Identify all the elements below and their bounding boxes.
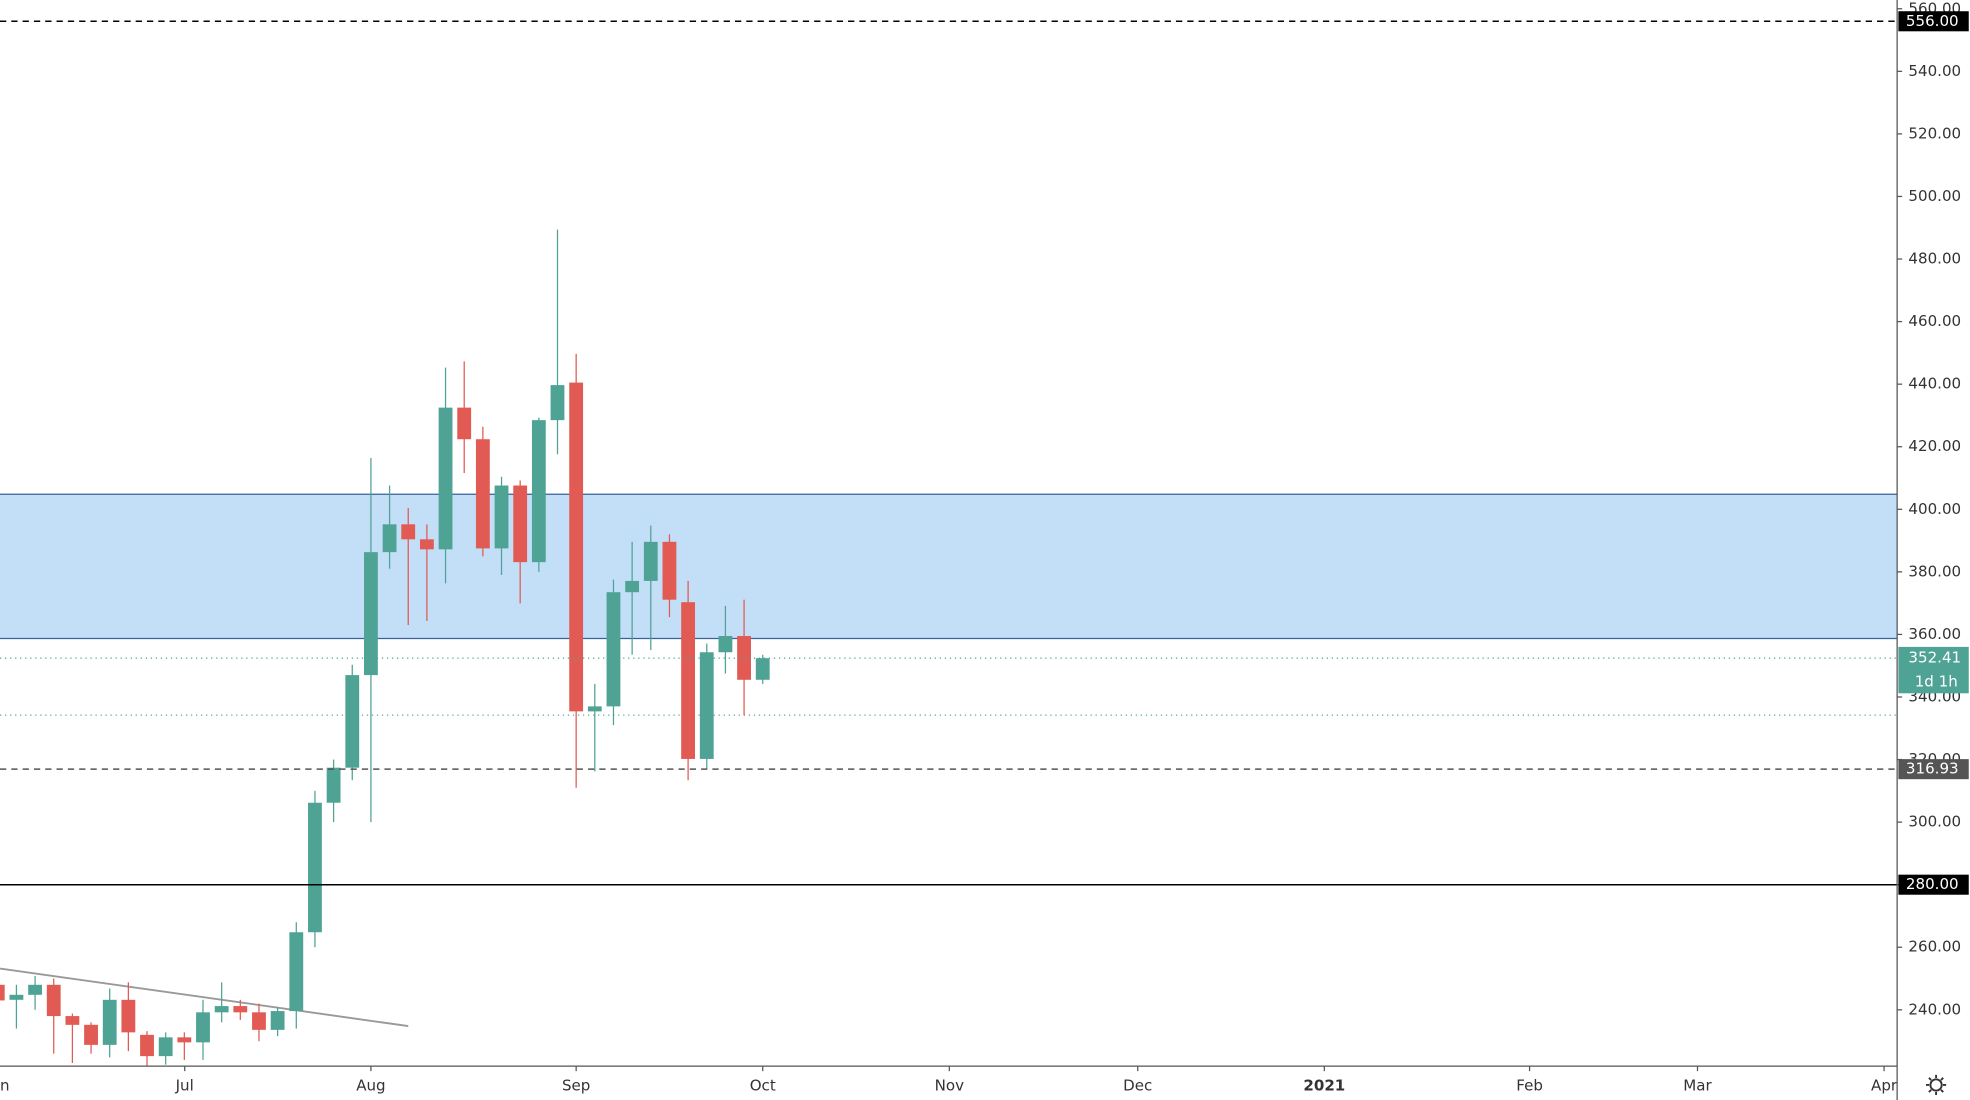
candle-body [475,439,490,549]
x-tick-label: Jun [0,1077,10,1095]
candle-body [699,652,714,759]
x-tick-label: Oct [750,1077,776,1095]
candle-body [718,635,733,653]
candle-body [121,999,136,1033]
x-tick-label: Jul [175,1077,194,1095]
price-label: 556.00 [1906,12,1959,30]
price-label: 316.93 [1906,760,1959,778]
candle-body [531,420,546,563]
x-tick-label: Dec [1123,1077,1152,1095]
price-label-box [1898,759,1969,780]
candle-body [494,485,509,549]
candle-body [102,999,117,1045]
x-tick-label: Feb [1516,1077,1543,1095]
last-price-box [1898,646,1969,694]
candle-body [401,524,416,540]
candle-body [457,407,472,440]
candle-body [270,1011,285,1030]
candle-body [755,658,770,680]
trendline [0,967,409,1028]
candle-body [65,1016,80,1025]
price-label-box [1898,874,1969,895]
x-tick-label: Sep [562,1077,590,1095]
candle-body [606,592,621,707]
candle-body [643,541,658,581]
candle-body [28,984,42,995]
y-tick-label: 300.00 [1908,813,1961,831]
candle-body [625,580,640,593]
candle-body [587,706,602,712]
countdown-label: 1d 1h [1915,673,1958,691]
candle-body [569,382,584,712]
y-tick-label: 480.00 [1908,250,1961,268]
candle-body [345,675,360,768]
y-tick-label: 260.00 [1908,938,1961,956]
candle-body [196,1012,210,1043]
y-tick-label: 520.00 [1908,124,1961,142]
candle-body [214,1006,229,1013]
candle-body [681,602,696,759]
y-tick-label: 500.00 [1908,187,1961,205]
plot-area [0,20,1898,1067]
x-tick-label: Apr [1871,1077,1898,1095]
candle-body [9,994,24,1000]
y-tick-label: 380.00 [1908,562,1961,580]
candle-body [513,485,528,563]
x-tick-label: Mar [1683,1077,1712,1095]
candle-body [84,1024,98,1045]
price-label-box [1898,11,1969,32]
last-price-label: 352.41 [1908,649,1961,667]
candle-body [140,1034,154,1057]
candle-body [177,1037,192,1043]
candle-body [158,1037,173,1057]
x-tick-label: Aug [356,1077,385,1095]
x-tick-label: Nov [935,1077,964,1095]
y-tick-label: 540.00 [1908,62,1961,80]
candle-body [289,932,304,1012]
y-tick-label: 360.00 [1908,625,1961,643]
candle-body [662,541,677,600]
candle-body [364,552,378,676]
candle-body [419,539,434,550]
y-tick-label: 240.00 [1908,1000,1961,1018]
candle-body [326,767,341,803]
candle-body [438,407,453,550]
candle-body [252,1012,266,1030]
price-label: 280.00 [1906,875,1959,893]
candle-body [308,802,322,933]
x-tick-label: 2021 [1303,1077,1345,1095]
candle-body [0,984,5,1001]
candle-body [46,984,61,1017]
settings-icon[interactable] [1926,1074,1947,1095]
y-tick-label: 460.00 [1908,312,1961,330]
candle-body [550,385,565,421]
y-tick-label: 420.00 [1908,437,1961,455]
y-tick-label: 400.00 [1908,500,1961,518]
candle-body [382,524,397,553]
zone [0,494,1898,639]
candle-body [233,1006,248,1013]
y-tick-label: 440.00 [1908,375,1961,393]
